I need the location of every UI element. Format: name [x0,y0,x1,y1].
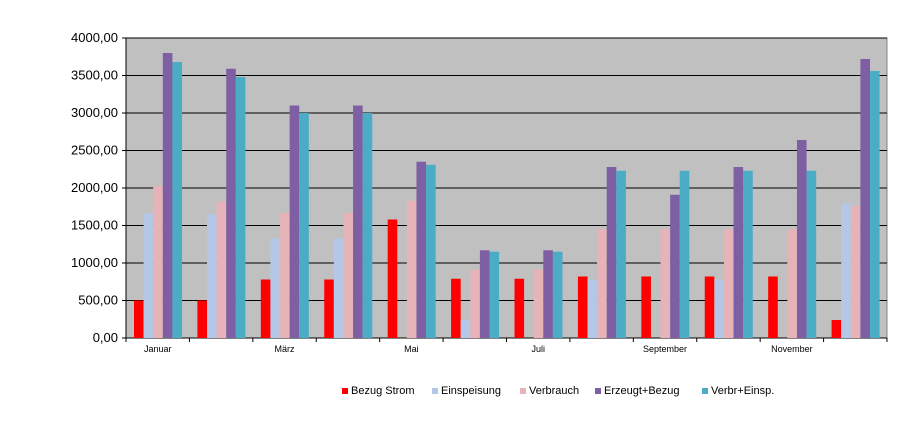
bar [426,164,436,338]
legend-swatch [342,388,348,394]
bar [162,53,173,338]
x-tick-label: Mai [404,344,419,354]
bar [660,229,671,338]
bar [260,279,271,338]
bar [723,229,734,338]
legend-entry: Verbrauch [529,385,579,397]
bar [514,278,525,338]
bar [831,320,842,338]
bar [533,269,544,338]
bar [153,185,163,338]
legend-entry: Erzeugt+Bezug [604,385,680,397]
bar [470,269,480,338]
x-tick-label: September [643,344,687,354]
bar [577,276,588,338]
y-tick-label: 2500,00 [71,143,118,158]
bar [616,170,626,338]
bar [850,206,861,338]
bar [324,279,334,338]
bar [299,113,309,338]
bar [587,279,598,338]
bar [143,213,154,338]
bar [289,105,300,338]
bar [743,170,753,338]
legend-swatch [520,388,526,394]
bar [270,238,281,338]
bar [787,229,797,338]
bar [343,212,354,338]
x-tick-label: Januar [144,344,172,354]
bar [451,278,461,338]
bar [172,62,182,338]
y-tick-label: 4000,00 [71,30,118,45]
bar [226,68,236,338]
bar [733,167,744,338]
bar [597,229,607,338]
bar [860,59,870,338]
bar [216,201,227,338]
bar [704,276,715,338]
legend-entry: Verbr+Einsp. [711,385,774,397]
bar [768,276,778,338]
bar [641,276,651,338]
y-tick-label: 1000,00 [71,255,118,270]
x-tick-label: November [771,344,813,354]
bar [606,167,617,338]
legend-entry: Einspeisung [441,385,501,397]
y-tick-label: 3500,00 [71,68,118,83]
y-tick-label: 1500,00 [71,218,118,233]
x-tick-label: Juli [531,344,545,354]
bar [552,251,563,338]
x-tick-label: März [275,344,295,354]
bar [869,71,880,338]
legend-swatch [432,388,438,394]
bar [543,250,553,338]
bar [353,105,363,338]
bar [387,219,398,338]
bar [489,251,500,338]
y-tick-label: 3000,00 [71,105,118,120]
bar [679,170,690,338]
bar [841,203,851,338]
bar [235,77,246,338]
bar [670,194,680,338]
bar [197,300,208,338]
bar [406,200,417,338]
bar [362,113,373,338]
bar [333,238,344,338]
bar [460,320,471,338]
bar [714,279,724,338]
bar [806,170,817,338]
bar [416,161,427,338]
legend-swatch [702,388,708,394]
legend-swatch [595,388,601,394]
y-tick-label: 2000,00 [71,180,118,195]
bar [796,140,807,338]
bar [207,214,217,338]
legend-entry: Bezug Strom [351,385,415,397]
y-tick-label: 500,00 [78,293,118,308]
bar [280,212,290,338]
bar [134,300,144,338]
y-tick-label: 0,00 [93,330,118,345]
bar [479,250,490,338]
